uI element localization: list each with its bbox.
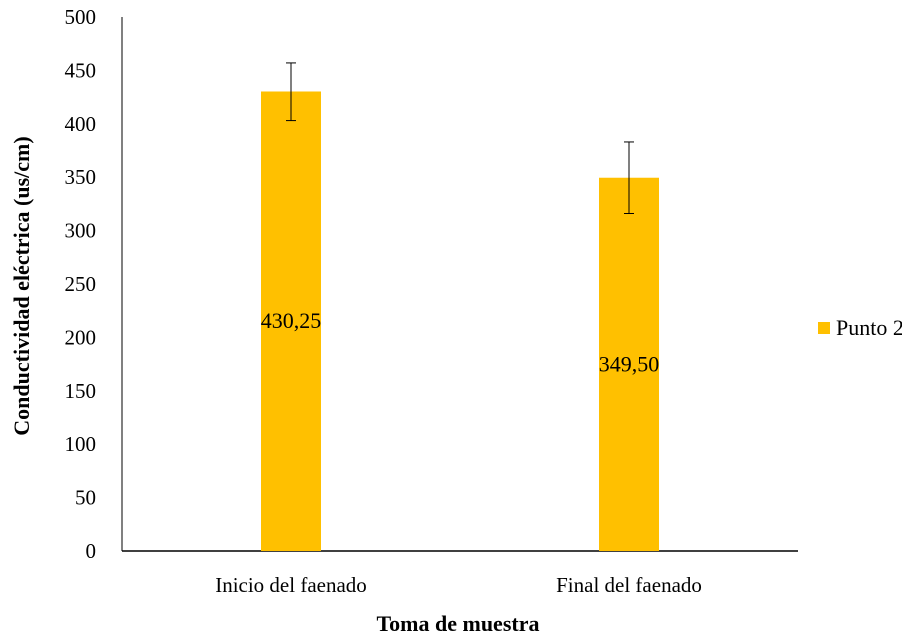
x-tick-label: Inicio del faenado <box>215 573 367 597</box>
legend-label: Punto 2 <box>836 315 902 340</box>
y-axis-title: Conductividad eléctrica (us/cm) <box>9 136 34 435</box>
y-tick-label: 350 <box>65 165 97 189</box>
x-axis-title: Toma de muestra <box>377 611 540 636</box>
y-tick-label: 300 <box>65 219 97 243</box>
y-tick-label: 450 <box>65 58 97 82</box>
x-tick-label: Final del faenado <box>556 573 702 597</box>
y-tick-label: 500 <box>65 5 97 29</box>
bars: 430,25 349,50 <box>261 62 660 552</box>
legend: Punto 2 <box>818 315 902 340</box>
data-label: 349,50 <box>599 351 660 376</box>
y-tick-label: 200 <box>65 325 97 349</box>
x-axis-ticks: Inicio del faenado Final del faenado <box>215 573 702 597</box>
y-axis-ticks: 0 50 100 150 200 250 300 350 400 450 500 <box>65 5 97 563</box>
bar <box>599 177 659 551</box>
y-tick-label: 250 <box>65 272 97 296</box>
y-tick-label: 0 <box>86 539 97 563</box>
y-tick-label: 100 <box>65 432 97 456</box>
legend-swatch <box>818 322 830 334</box>
y-tick-label: 50 <box>75 486 96 510</box>
y-tick-label: 400 <box>65 112 97 136</box>
bar <box>261 91 321 552</box>
data-label: 430,25 <box>261 308 322 333</box>
y-tick-label: 150 <box>65 379 97 403</box>
